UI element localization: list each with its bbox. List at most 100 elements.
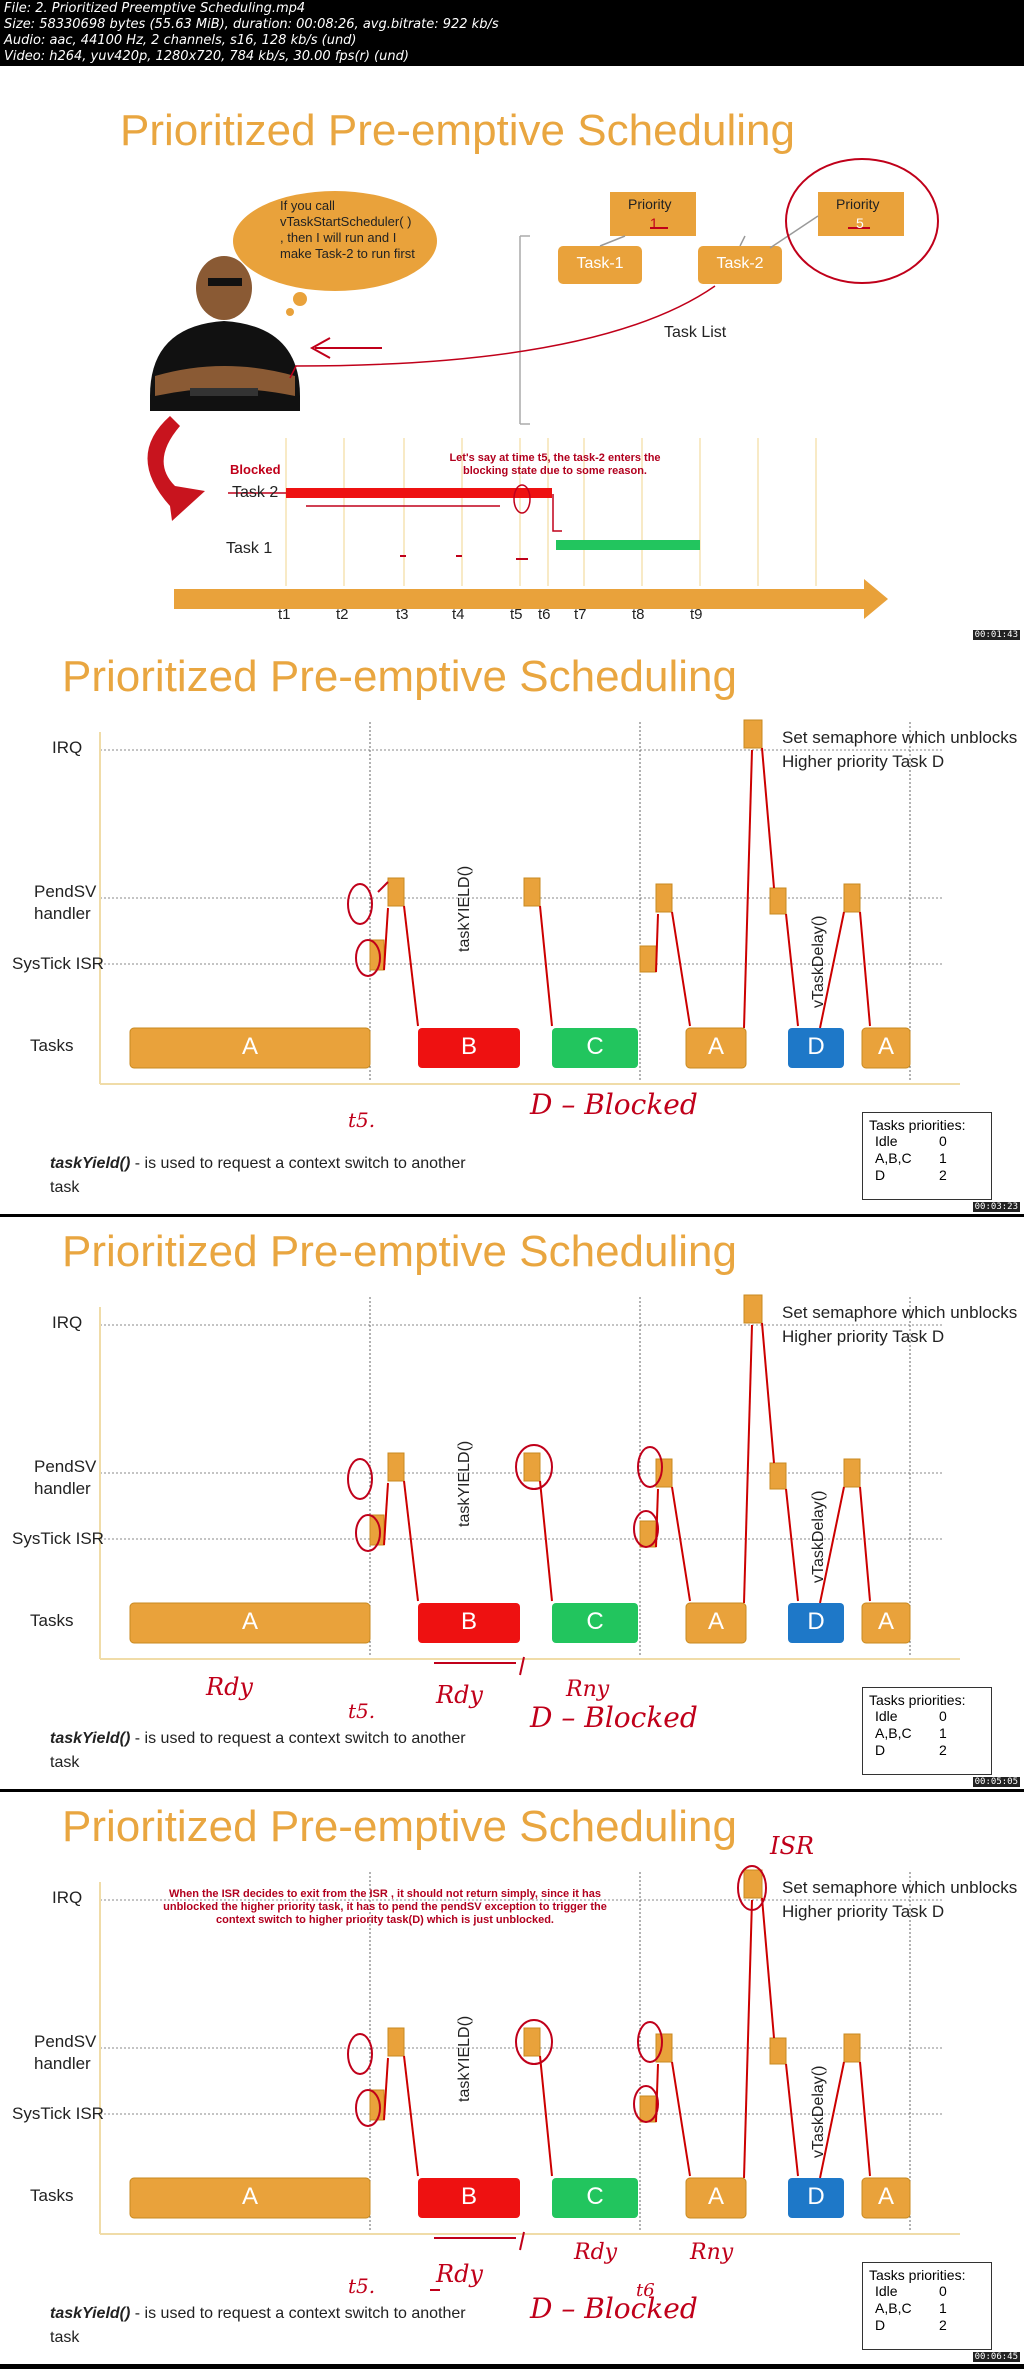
- pendsv-label: PendSV: [34, 882, 97, 901]
- speech-bubble-text: If you call vTaskStartScheduler( ) , the…: [280, 198, 415, 261]
- task-box-a3: A: [877, 1033, 894, 1060]
- priority-label-5: Priority: [836, 196, 880, 212]
- frame-1-title: Prioritized Pre-emptive Scheduling: [120, 106, 795, 155]
- callout-line-1: Set semaphore which unblocks: [782, 1303, 1018, 1322]
- video-info-header: File: 2. Prioritized Preemptive Scheduli…: [0, 0, 1024, 66]
- tick-t8: t8: [632, 606, 645, 623]
- tasks-label: Tasks: [30, 1611, 74, 1630]
- callout-line-1: Set semaphore which unblocks: [782, 728, 1018, 747]
- frame-title: Prioritized Pre-emptive Scheduling: [62, 1802, 737, 1851]
- caption-text-2: task: [50, 1179, 80, 1196]
- caption-text: - is used to request a context switch to…: [130, 1155, 466, 1172]
- tasks-label: Tasks: [30, 2186, 74, 2205]
- systick-label: SysTick ISR: [12, 1529, 104, 1548]
- tick-t2: t2: [336, 606, 349, 623]
- task-box-d: D: [807, 2183, 825, 2210]
- legend-row: A,B,C 1: [869, 2300, 985, 2317]
- handwritten-note: t5.: [348, 2274, 376, 2298]
- legend-priority: 2: [939, 1742, 947, 1758]
- task-list-label: Task List: [664, 324, 727, 341]
- tick-t3: t3: [396, 606, 409, 623]
- task-box-a3: A: [877, 1608, 894, 1635]
- task-box-a2: A: [707, 1608, 724, 1635]
- handler-label: handler: [34, 2054, 91, 2073]
- frame-4: Prioritized Pre-emptive Scheduling IRQ P…: [0, 1792, 1024, 2364]
- frame-1: Prioritized Pre-emptive Scheduling If yo…: [0, 66, 1024, 642]
- task-box-d: D: [807, 1608, 825, 1635]
- legend-row: Idle 0: [869, 1133, 985, 1150]
- legend-task: Idle: [875, 1708, 898, 1724]
- handwritten-note: Rdy: [436, 2260, 483, 2288]
- legend-priority: 0: [939, 1133, 947, 1149]
- video-info: Video: h264, yuv420p, 1280x720, 784 kb/s…: [4, 49, 409, 64]
- timeline-drawing: [99, 1294, 960, 1676]
- task-box-c: C: [586, 1608, 604, 1635]
- legend-title: Tasks priorities:: [869, 1117, 966, 1133]
- task-box-a1: A: [241, 1033, 258, 1060]
- legend-row: Idle 0: [869, 2283, 985, 2300]
- task-1-box: Task-1: [576, 255, 624, 272]
- legend-row: A,B,C 1: [869, 1150, 985, 1167]
- frame-timestamp: 00:05:05: [972, 1777, 1020, 1787]
- legend-task: Idle: [875, 1133, 898, 1149]
- vtaskdelay-vertical-label: vTaskDelay(): [810, 915, 827, 1008]
- legend-priority: 1: [939, 1150, 947, 1166]
- time-ticks: t1 t2 t3 t4 t5 t6 t7 t8 t9: [0, 606, 1024, 626]
- legend-task: Idle: [875, 2283, 898, 2299]
- caption-text-2: task: [50, 2329, 80, 2346]
- task-box-a2: A: [707, 2183, 724, 2210]
- legend-priority: 0: [939, 2283, 947, 2299]
- caption-function: taskYield(): [50, 1730, 131, 1747]
- legend-priority: 2: [939, 1167, 947, 1183]
- task-2-box: Task-2: [716, 255, 764, 272]
- frame-title: Prioritized Pre-emptive Scheduling: [62, 652, 737, 701]
- taskyield-vertical-label: taskYIELD(): [456, 2015, 473, 2102]
- frame-title: Prioritized Pre-emptive Scheduling: [62, 1227, 737, 1276]
- task-2-row-label: Task 2: [232, 484, 279, 501]
- frame-1-drawing: [147, 158, 939, 619]
- pendsv-label: PendSV: [34, 2032, 97, 2051]
- handler-label: handler: [34, 904, 91, 923]
- caption-text: - is used to request a context switch to…: [130, 1730, 466, 1747]
- tick-t7: t7: [574, 606, 587, 623]
- tick-t6: t6: [538, 606, 551, 623]
- size-info: Size: 58330698 bytes (55.63 MiB), durati…: [4, 17, 499, 32]
- timeline-drawing: [99, 1865, 960, 2291]
- handwritten-note: t5.: [348, 1108, 376, 1132]
- handwritten-note: D – Blocked: [530, 1088, 698, 1121]
- task-box-a3: A: [877, 2183, 894, 2210]
- task-box-b: B: [460, 1608, 477, 1635]
- priority-label-1: Priority: [628, 196, 672, 212]
- legend-task: D: [875, 2317, 886, 2333]
- irq-label: IRQ: [52, 738, 83, 757]
- handwritten-note: Rdy: [206, 1673, 253, 1701]
- task-box-c: C: [586, 1033, 604, 1060]
- priority-value-5: 5: [856, 215, 864, 231]
- legend-task: A,B,C: [875, 1725, 912, 1741]
- pendsv-label: PendSV: [34, 1457, 97, 1476]
- irq-label: IRQ: [52, 1313, 83, 1332]
- handwritten-note: Rny: [690, 2240, 734, 2265]
- legend-priority: 1: [939, 2300, 947, 2316]
- file-info: File: 2. Prioritized Preemptive Scheduli…: [4, 1, 306, 16]
- tick-t1: t1: [278, 606, 291, 623]
- timeline-drawing: [99, 719, 960, 1085]
- tasks-label: Tasks: [30, 1036, 74, 1055]
- caption-text-2: task: [50, 1754, 80, 1771]
- tick-t9: t9: [690, 606, 703, 623]
- legend-task: D: [875, 1742, 886, 1758]
- caption: taskYield() - is used to request a conte…: [50, 1152, 466, 1200]
- task-box-b: B: [460, 1033, 477, 1060]
- legend-task: D: [875, 1167, 886, 1183]
- task-1-row-label: Task 1: [226, 540, 273, 557]
- task-box-a1: A: [241, 2183, 258, 2210]
- tick-t4: t4: [452, 606, 465, 623]
- bouncer-figure: [150, 256, 300, 411]
- vtaskdelay-vertical-label: vTaskDelay(): [810, 2065, 827, 2158]
- blocked-label: Blocked: [230, 462, 281, 477]
- caption-function: taskYield(): [50, 1155, 131, 1172]
- vtaskdelay-vertical-label: vTaskDelay(): [810, 1490, 827, 1583]
